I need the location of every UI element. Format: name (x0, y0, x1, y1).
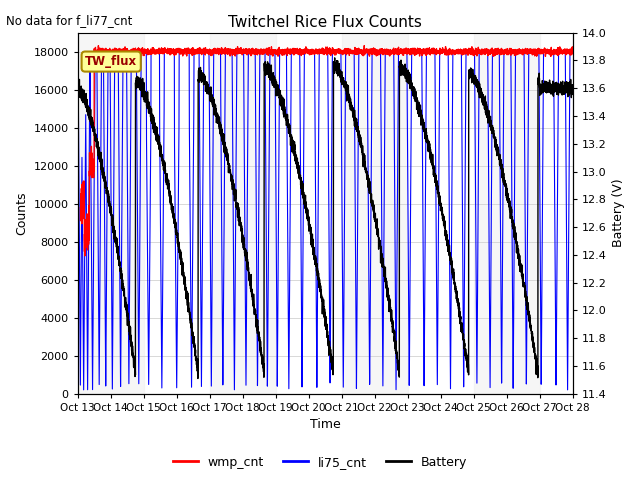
Bar (210, 33, 276, 394)
Bar (474, 33, 540, 394)
X-axis label: Time: Time (310, 419, 340, 432)
Y-axis label: Battery (V): Battery (V) (612, 179, 625, 248)
Text: No data for f_li77_cnt: No data for f_li77_cnt (6, 14, 132, 27)
Bar (77, 33, 144, 394)
Y-axis label: Counts: Counts (15, 192, 28, 235)
Text: TW_flux: TW_flux (85, 55, 137, 68)
Title: Twitchel Rice Flux Counts: Twitchel Rice Flux Counts (228, 15, 422, 30)
Bar (342, 33, 408, 394)
Legend: wmp_cnt, li75_cnt, Battery: wmp_cnt, li75_cnt, Battery (168, 451, 472, 474)
